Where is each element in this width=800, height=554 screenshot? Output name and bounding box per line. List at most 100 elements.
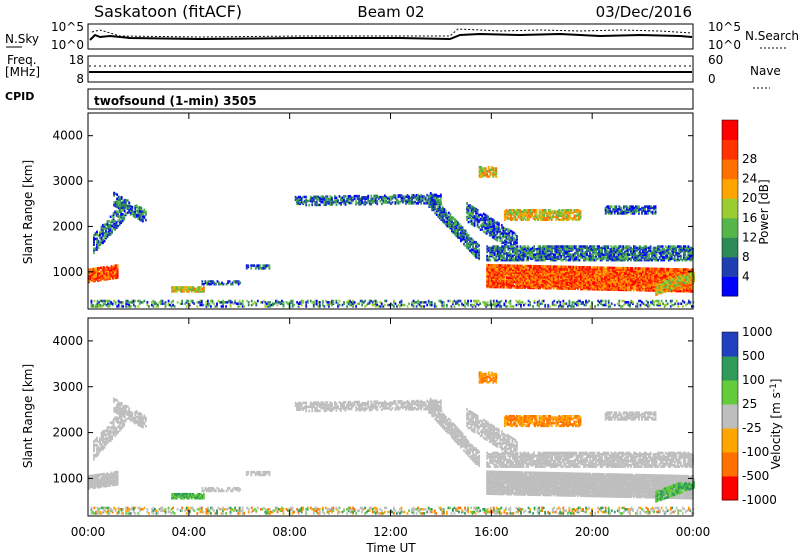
scatter-cell — [110, 302, 112, 305]
scatter-cell — [626, 281, 629, 285]
scatter-cell — [115, 214, 118, 217]
scatter-cell — [614, 281, 617, 285]
scatter-cell — [567, 275, 570, 278]
scatter-cell — [498, 256, 501, 259]
scatter-cell — [113, 264, 116, 268]
scatter-cell — [115, 275, 118, 278]
scatter-cell — [567, 267, 570, 270]
scatter-cell — [616, 273, 619, 277]
scatter-cell — [502, 245, 505, 248]
scatter-cell — [452, 226, 455, 229]
scatter-cell — [352, 199, 354, 202]
scatter-cell — [646, 268, 649, 272]
scatter-cell — [589, 286, 591, 290]
scatter-cell — [530, 273, 532, 276]
scatter-cell — [504, 271, 507, 274]
scatter-cell — [687, 268, 690, 271]
scatter-cell — [584, 281, 587, 284]
scatter-cell — [599, 270, 602, 273]
scatter-cell — [655, 277, 658, 280]
scatter-cell — [613, 280, 616, 283]
scatter-cell — [570, 273, 573, 277]
scatter-cell — [100, 237, 103, 241]
scatter-cell — [490, 280, 493, 283]
scatter-cell — [411, 303, 413, 307]
scatter-cell — [575, 269, 578, 273]
scatter-cell — [616, 280, 619, 283]
scatter-cell — [227, 281, 229, 285]
scatter-cell — [439, 299, 442, 303]
scatter-cell — [445, 305, 448, 308]
scatter-cell — [383, 303, 386, 307]
scatter-cell — [601, 274, 604, 278]
scatter-cell — [605, 288, 608, 291]
scatter-cell — [598, 279, 601, 283]
scatter-cell — [531, 282, 534, 286]
scatter-cell — [561, 277, 564, 281]
scatter-cell — [551, 269, 554, 272]
scatter-cell — [457, 228, 459, 231]
scatter-cell — [486, 254, 489, 258]
scatter-cell — [415, 193, 418, 197]
scatter-cell — [343, 200, 345, 204]
scatter-cell — [637, 272, 640, 276]
scatter-cell — [128, 303, 131, 307]
scatter-cell — [347, 197, 350, 201]
scatter-cell — [596, 285, 599, 288]
scatter-cell — [564, 273, 567, 277]
scatter-cell — [195, 287, 198, 290]
scatter-cell — [686, 302, 689, 305]
scatter-cell — [443, 212, 446, 215]
scatter-cell — [656, 299, 658, 303]
scatter-cell — [484, 221, 487, 225]
scatter-cell — [417, 202, 420, 205]
scatter-cell — [533, 275, 535, 279]
scatter-cell — [94, 272, 96, 276]
scatter-cell — [513, 253, 516, 256]
scatter-cell — [318, 196, 321, 200]
scatter-cell — [524, 279, 526, 283]
scatter-cell — [575, 283, 578, 287]
scatter-cell — [499, 276, 502, 279]
scatter-cell — [580, 274, 582, 277]
scatter-cell — [513, 265, 516, 269]
scatter-cell — [175, 290, 178, 293]
scatter-cell — [609, 305, 612, 308]
scatter-cell — [484, 227, 487, 230]
scatter-cell — [518, 270, 520, 273]
scatter-cell — [487, 246, 490, 250]
scatter-cell — [431, 200, 434, 203]
scatter-cell — [449, 213, 452, 216]
scatter-cell — [93, 305, 96, 308]
scatter-cell — [502, 252, 505, 255]
scatter-cell — [208, 303, 211, 307]
scatter-cell — [190, 290, 193, 293]
scatter-cell — [613, 270, 616, 274]
scatter-cell — [117, 303, 120, 307]
scatter-cell — [335, 200, 338, 204]
scatter-cell — [137, 305, 140, 308]
scatter-cell — [358, 197, 361, 201]
scatter-cell — [676, 273, 679, 277]
scatter-cell — [122, 301, 125, 304]
scatter-cell — [574, 271, 576, 274]
scatter-cell — [94, 279, 96, 283]
scatter-cell — [601, 269, 604, 272]
scatter-cell — [119, 203, 122, 206]
scatter-cell — [364, 299, 367, 303]
scatter-cell — [537, 286, 540, 290]
scatter-cell — [508, 269, 511, 273]
scatter-cell — [675, 272, 678, 275]
scatter-cell — [649, 285, 652, 288]
scatter-cell — [458, 228, 461, 232]
scatter-cell — [426, 303, 429, 307]
scatter-cell — [576, 301, 578, 304]
scatter-cell — [601, 273, 604, 276]
scatter-cell — [476, 244, 479, 247]
scatter-cell — [623, 277, 626, 281]
scatter-cell — [152, 305, 155, 308]
scatter-cell — [464, 233, 467, 237]
scatter-cell — [504, 249, 507, 252]
scatter-cell — [531, 277, 534, 280]
scatter-cell — [566, 271, 569, 274]
